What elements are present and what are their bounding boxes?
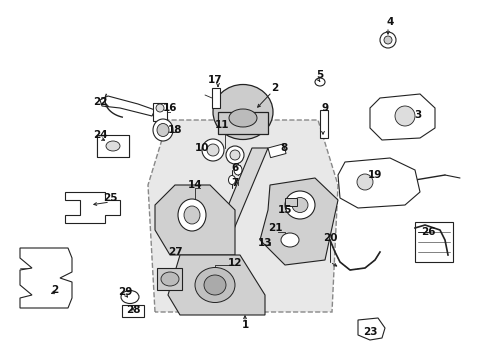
- Polygon shape: [65, 192, 120, 223]
- Bar: [218, 112, 267, 134]
- Ellipse shape: [121, 291, 139, 303]
- Bar: [122, 305, 143, 317]
- Polygon shape: [20, 248, 72, 308]
- Bar: [212, 88, 220, 108]
- Text: 2: 2: [51, 285, 59, 295]
- Text: 3: 3: [413, 110, 421, 120]
- Text: 14: 14: [187, 180, 202, 190]
- Bar: [157, 268, 182, 290]
- Bar: [97, 135, 129, 157]
- Ellipse shape: [281, 233, 298, 247]
- Text: 9: 9: [321, 103, 328, 113]
- Polygon shape: [337, 158, 419, 208]
- Ellipse shape: [291, 198, 307, 212]
- Ellipse shape: [156, 104, 163, 112]
- Ellipse shape: [228, 109, 257, 127]
- Text: 12: 12: [227, 258, 242, 268]
- Ellipse shape: [183, 206, 200, 224]
- Text: 10: 10: [194, 143, 209, 153]
- Text: 18: 18: [167, 125, 182, 135]
- Ellipse shape: [285, 191, 314, 219]
- Text: 25: 25: [102, 193, 117, 203]
- Polygon shape: [369, 94, 434, 140]
- Ellipse shape: [234, 165, 242, 175]
- Text: 4: 4: [386, 17, 393, 27]
- Polygon shape: [184, 148, 267, 310]
- Text: 29: 29: [118, 287, 132, 297]
- Text: 8: 8: [280, 143, 287, 153]
- Polygon shape: [155, 185, 235, 255]
- Circle shape: [379, 32, 395, 48]
- Text: 26: 26: [420, 227, 434, 237]
- Bar: [267, 144, 285, 158]
- Polygon shape: [148, 120, 337, 312]
- Polygon shape: [100, 96, 155, 116]
- Text: 7: 7: [231, 178, 238, 188]
- Text: 23: 23: [362, 327, 376, 337]
- Ellipse shape: [161, 272, 179, 286]
- Ellipse shape: [202, 139, 224, 161]
- Text: 21: 21: [267, 223, 282, 233]
- Ellipse shape: [153, 119, 173, 141]
- Text: 6: 6: [231, 163, 238, 173]
- Ellipse shape: [213, 85, 272, 139]
- Text: 1: 1: [241, 320, 248, 330]
- Ellipse shape: [157, 123, 169, 136]
- Circle shape: [383, 36, 391, 44]
- Ellipse shape: [106, 141, 120, 151]
- Text: 19: 19: [367, 170, 382, 180]
- Ellipse shape: [314, 78, 325, 86]
- Ellipse shape: [228, 175, 235, 184]
- Text: 2: 2: [271, 83, 278, 93]
- Text: 28: 28: [125, 305, 140, 315]
- Bar: [319, 110, 327, 138]
- Ellipse shape: [195, 267, 235, 302]
- Text: 13: 13: [257, 238, 272, 248]
- Polygon shape: [357, 318, 384, 340]
- Text: 17: 17: [207, 75, 222, 85]
- Text: 5: 5: [316, 70, 323, 80]
- Polygon shape: [260, 178, 337, 265]
- Ellipse shape: [206, 144, 219, 156]
- Bar: [153, 103, 167, 121]
- Text: 20: 20: [322, 233, 337, 243]
- Ellipse shape: [229, 150, 240, 160]
- Text: 22: 22: [93, 97, 107, 107]
- Bar: [414, 222, 452, 262]
- Ellipse shape: [178, 199, 205, 231]
- Ellipse shape: [356, 174, 372, 190]
- Text: 27: 27: [167, 247, 182, 257]
- Polygon shape: [168, 255, 264, 315]
- Text: 24: 24: [93, 130, 107, 140]
- Text: 16: 16: [163, 103, 177, 113]
- Ellipse shape: [203, 275, 225, 295]
- Ellipse shape: [394, 106, 414, 126]
- Text: 15: 15: [277, 205, 292, 215]
- Ellipse shape: [225, 146, 244, 164]
- Text: 11: 11: [214, 120, 229, 130]
- Bar: [285, 198, 296, 206]
